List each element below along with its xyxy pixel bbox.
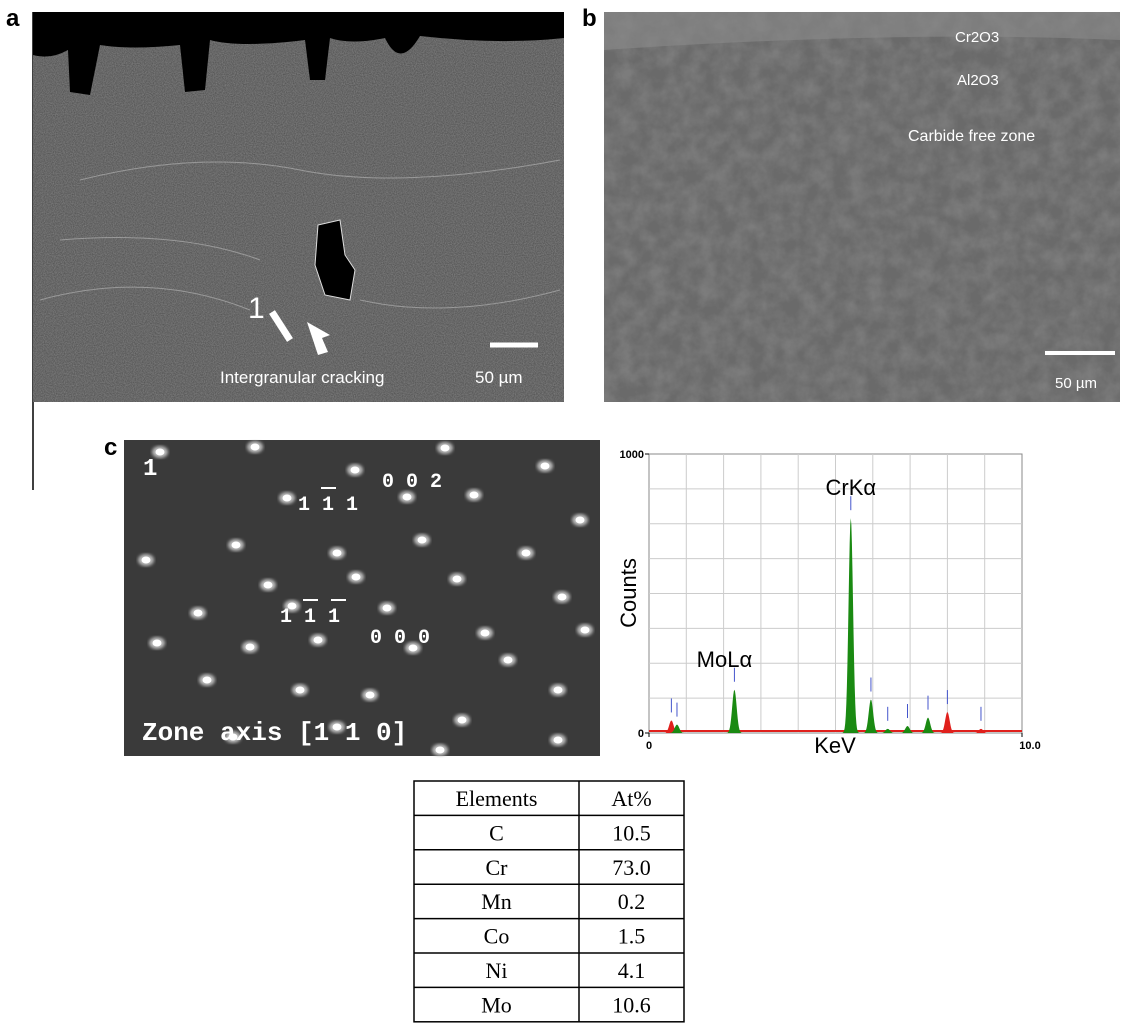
table-cell: Cr: [486, 855, 509, 880]
spot: [541, 463, 550, 470]
spot: [554, 737, 563, 744]
composition-table: Elements At% C 10.5 Cr 73.0 Mn 0.2 Co 1.5 Ni 4.1 Mo 1…: [414, 781, 684, 1022]
spot: [504, 657, 513, 664]
spot: [194, 610, 203, 617]
table-cell: Mo: [481, 992, 512, 1017]
panel-label: b: [582, 5, 597, 32]
spot-index: 0 0 2: [382, 471, 442, 494]
spot: [554, 687, 563, 694]
spot: [441, 445, 450, 452]
scale-label: 50 µm: [475, 368, 523, 387]
spot: [522, 550, 531, 557]
table-cell: At%: [611, 786, 651, 811]
table-cell: 1.5: [618, 924, 646, 949]
spectrum: 0 1000 0 10.0 MoLα CrKα Counts KeV: [616, 449, 1041, 758]
spot: [296, 687, 305, 694]
layer-label: Cr2O3: [955, 29, 999, 46]
peak-label: CrKα: [825, 475, 876, 500]
spot: [352, 574, 361, 581]
spot: [366, 692, 375, 699]
table-cell: 4.1: [618, 958, 646, 983]
x-axis-title: KeV: [814, 733, 856, 758]
x-tick-label: 0: [646, 740, 652, 752]
spot: [458, 717, 467, 724]
spot: [246, 644, 255, 651]
table-cell: Elements: [456, 786, 538, 811]
layer-label: Carbide free zone: [908, 128, 1035, 145]
spot: [351, 467, 360, 474]
spot: [142, 557, 151, 564]
spot: [418, 537, 427, 544]
table-cell: 0.2: [618, 889, 646, 914]
x-tick-label: 10.0: [1019, 740, 1040, 752]
spot: [453, 576, 462, 583]
table-cell: 10.6: [612, 992, 651, 1017]
spot: [153, 640, 162, 647]
sem-image-a: [33, 12, 564, 402]
y-axis-title: Counts: [616, 558, 641, 628]
table-cell: 73.0: [612, 855, 651, 880]
spot: [203, 677, 212, 684]
spot-index: 0 0 0: [370, 627, 430, 650]
spot: [436, 747, 445, 754]
spot: [576, 517, 585, 524]
table-cell: C: [489, 820, 504, 845]
panel-label: c: [104, 434, 117, 461]
spot: [470, 492, 479, 499]
peak-label: MoLα: [697, 647, 753, 672]
spot: [283, 495, 292, 502]
scale-label: 50 µm: [1055, 375, 1097, 392]
spot: [383, 605, 392, 612]
zone-axis: Zone axis [1 1 0]: [142, 718, 407, 748]
figure: a 1 Intergranular cracking 50 µm b Cr2O3…: [0, 0, 1126, 1027]
site-marker: 1: [143, 456, 157, 483]
diffraction-image: [124, 440, 600, 756]
spot-index: 1 1 1: [280, 606, 340, 629]
spot: [403, 494, 412, 501]
table-cell: Co: [484, 924, 510, 949]
spot: [264, 582, 273, 589]
y-tick-label: 1000: [620, 449, 644, 461]
spot-index: 1 1 1: [298, 494, 358, 517]
spot: [251, 444, 260, 451]
spot: [232, 542, 241, 549]
sem-image-b: [604, 12, 1120, 402]
spot: [314, 637, 323, 644]
annotation: Intergranular cracking: [220, 368, 384, 387]
table-cell: Ni: [486, 958, 508, 983]
spot: [558, 594, 567, 601]
panel-label: a: [6, 5, 20, 32]
table-cell: 10.5: [612, 820, 651, 845]
y-tick-label: 0: [638, 728, 644, 740]
site-marker: 1: [248, 292, 265, 325]
spot: [481, 630, 490, 637]
table-cell: Mn: [481, 889, 512, 914]
layer-label: Al2O3: [957, 72, 999, 89]
spot: [581, 627, 590, 634]
spot: [333, 550, 342, 557]
spot: [156, 449, 165, 456]
